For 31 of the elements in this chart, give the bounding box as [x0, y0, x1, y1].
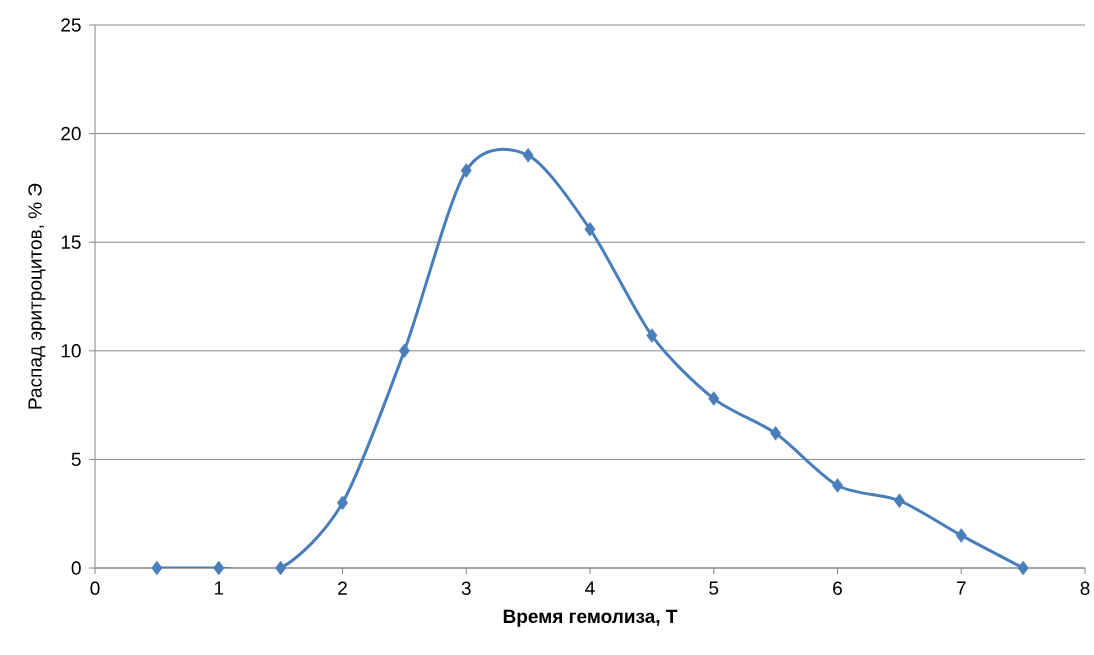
point — [893, 493, 905, 508]
point — [213, 560, 225, 576]
y-tick-label: 5 — [71, 452, 81, 467]
point — [398, 343, 410, 359]
point — [832, 478, 843, 493]
point — [275, 560, 287, 576]
y-tick-label: 20 — [61, 126, 81, 141]
point — [1017, 560, 1029, 576]
x-tick-label: 4 — [585, 581, 595, 595]
point — [151, 560, 163, 576]
x-tick-label: 1 — [214, 581, 224, 595]
y-tick-label: 25 — [61, 18, 81, 32]
y-tick-label: 0 — [71, 561, 81, 575]
x-tick-label: 6 — [833, 581, 842, 595]
point — [522, 148, 534, 163]
point — [584, 221, 596, 237]
x-tick-label: 3 — [461, 581, 471, 595]
y-tick-label: 15 — [61, 235, 81, 249]
point — [770, 426, 782, 441]
point — [646, 328, 658, 343]
x-tick-label: 0 — [90, 581, 100, 595]
point — [708, 391, 720, 406]
x-axis-title: Время гемолиза, Т — [503, 609, 678, 627]
point — [460, 163, 472, 178]
x-tick-label: 7 — [956, 581, 966, 595]
y-tick-label: 10 — [61, 344, 81, 358]
x-tick-label: 2 — [338, 581, 347, 595]
x-tick-label: 8 — [1080, 581, 1090, 595]
x-tick-label: 5 — [709, 581, 719, 595]
point — [955, 528, 967, 543]
y-axis-title: Распад эритроцитов, % Э — [28, 183, 46, 409]
